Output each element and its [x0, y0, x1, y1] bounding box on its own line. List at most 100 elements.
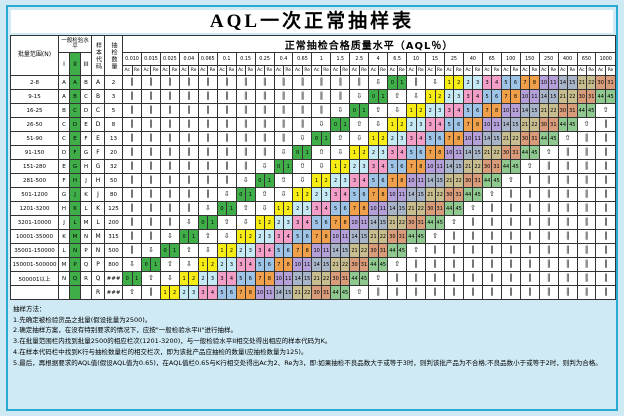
down-arrow-icon: ⇩	[330, 103, 351, 118]
re-cell: 22	[529, 117, 540, 132]
re-cell: 22	[510, 131, 521, 146]
ac-header: Ac	[330, 65, 341, 76]
up-arrow-icon: ║	[500, 271, 521, 286]
up-arrow-icon: ║	[481, 201, 502, 216]
up-arrow-icon: ║	[576, 145, 597, 160]
level-cell: C	[79, 89, 93, 104]
ac-cell: 14	[349, 229, 360, 244]
re-cell: 2	[377, 131, 389, 146]
re-cell: 45	[339, 285, 351, 300]
re-cell: 31	[604, 75, 617, 90]
aql-value-header: 15	[425, 52, 445, 66]
ac-cell: 3	[368, 159, 379, 174]
re-cell: 3	[207, 271, 218, 286]
sample-qty-cell: 8	[104, 117, 124, 132]
level-cell	[58, 285, 70, 300]
ac-cell: 44	[576, 103, 588, 118]
down-arrow-icon: ║	[159, 103, 180, 118]
ac-cell: 7	[481, 103, 493, 118]
re-cell: 22	[377, 229, 389, 244]
down-arrow-icon: ║	[122, 75, 142, 90]
re-cell: 45	[415, 229, 427, 244]
table-row: 91-150 D F G F 20 ║ ║ ║ ║ ║ ║ ║ ║ ⇩ 0 1 ⇧ ⇩ 1 2 2 3 3 4 5 6 7 8 10 11 1…	[10, 145, 616, 160]
level-cell: D	[69, 117, 81, 132]
re-cell: 11	[434, 159, 445, 174]
re-cell: 4	[453, 103, 464, 118]
down-arrow-icon: ⇩	[349, 89, 370, 104]
level-cell: A	[58, 89, 70, 104]
sample-code-cell: R	[91, 285, 106, 300]
up-arrow-icon: ║	[500, 257, 521, 272]
re-cell: 6	[320, 215, 332, 230]
level-cell: G	[58, 187, 70, 202]
re-cell: 45	[453, 201, 464, 216]
down-arrow-icon: ⇩	[235, 215, 256, 230]
up-arrow-icon: ⇧	[197, 229, 218, 244]
sample-qty-cell: ###	[104, 271, 124, 286]
re-cell: 11	[548, 75, 559, 90]
re-header: Re	[472, 65, 483, 76]
page-title: AQL一次正常抽样表	[11, 10, 613, 33]
down-arrow-icon: ║	[330, 89, 351, 104]
lot-range-cell: 1201-3200	[10, 201, 59, 216]
re-cell: 11	[301, 257, 313, 272]
level-cell: H	[69, 173, 81, 188]
down-arrow-icon: ║	[197, 103, 218, 118]
up-arrow-icon: ║	[538, 285, 559, 300]
ac-header: Ac	[216, 65, 228, 76]
table-header: 批量范围(N) 一般检验水平 样本代码 抽检数量 正常抽检合格质量水平（AQL％…	[10, 35, 617, 76]
sample-code-cell: Q	[91, 271, 106, 286]
ac-cell: 0	[387, 75, 398, 90]
aql-value-header: 40	[462, 52, 483, 66]
re-cell: 22	[585, 75, 597, 90]
down-arrow-icon: ⇩	[330, 145, 351, 160]
re-cell: 31	[510, 145, 521, 160]
re-cell: 31	[529, 131, 540, 146]
ac-cell: 30	[481, 159, 493, 174]
aql-value-header: 1.5	[330, 52, 351, 66]
up-arrow-icon: ║	[462, 215, 483, 230]
up-arrow-icon: ⇧	[178, 243, 199, 258]
down-arrow-icon: ║	[292, 89, 313, 104]
ac-cell: 14	[500, 117, 512, 132]
down-arrow-icon: ║	[235, 89, 256, 104]
re-cell: 8	[415, 159, 427, 174]
ac-cell: 10	[311, 243, 322, 258]
level-cell: F	[79, 131, 93, 146]
up-arrow-icon: ║	[481, 285, 502, 300]
re-header: Re	[548, 65, 559, 76]
re-cell: 45	[585, 103, 597, 118]
sample-qty-cell: 5	[104, 103, 124, 118]
re-cell: 6	[434, 131, 445, 146]
ac-header: Ac	[576, 65, 588, 76]
up-arrow-icon: ║	[595, 257, 616, 272]
notes-title: 抽样方法：	[13, 305, 46, 313]
ac-cell: 7	[462, 117, 474, 132]
ac-cell: 2	[330, 173, 341, 188]
re-cell: 11	[396, 187, 408, 202]
re-header: Re	[585, 65, 597, 76]
ac-cell: 14	[425, 173, 436, 188]
up-arrow-icon: ║	[595, 117, 616, 132]
ac-cell: 0	[330, 117, 341, 132]
re-cell: 31	[491, 159, 502, 174]
ac-cell: 5	[235, 271, 247, 286]
up-arrow-icon: ║	[595, 243, 616, 258]
ac-cell: 21	[557, 89, 569, 104]
aql-value-header: 0.4	[273, 52, 294, 66]
up-arrow-icon: ║	[538, 159, 559, 174]
re-header: Re	[529, 65, 540, 76]
re-cell: 45	[472, 187, 483, 202]
ac-cell: 2	[406, 117, 417, 132]
up-arrow-icon: ⇧	[254, 187, 275, 202]
sample-qty-cell: 315	[104, 229, 124, 244]
re-header: Re	[169, 65, 180, 76]
sample-code-cell: N	[91, 243, 106, 258]
down-arrow-icon: ║	[159, 201, 180, 216]
ac-cell: 44	[330, 285, 341, 300]
up-arrow-icon: ║	[500, 229, 521, 244]
up-arrow-icon: ║	[595, 173, 616, 188]
down-arrow-icon: ║	[273, 103, 294, 118]
level-cell: N	[79, 229, 93, 244]
up-arrow-icon: ║	[519, 271, 540, 286]
